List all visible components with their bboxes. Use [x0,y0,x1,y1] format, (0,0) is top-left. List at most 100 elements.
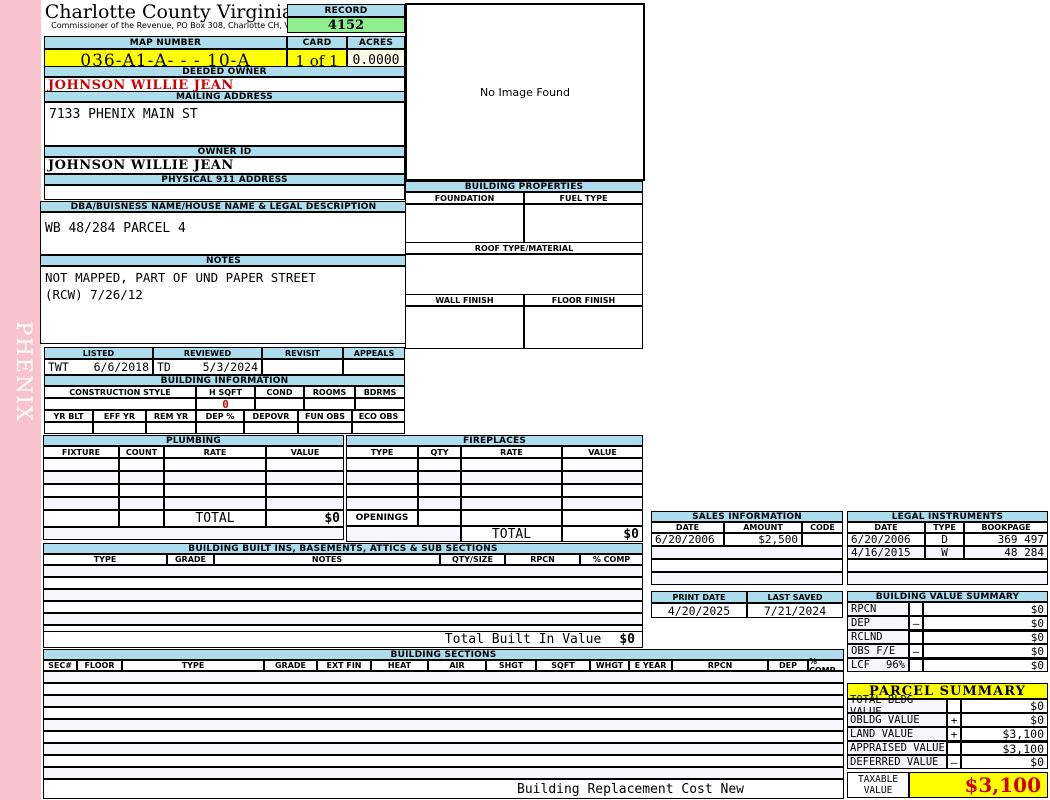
parcel-row-label: APPRAISED VALUE [847,741,947,755]
table-row [43,743,844,755]
bvs-row-sign: – [909,644,923,658]
legal-col-bookpage: BOOKPAGE [964,522,1048,533]
taxable-value: $3,100 [909,772,1048,798]
built-ins-col-qtysize: QTY/SIZE [440,554,505,565]
table-row [461,458,562,471]
notes-label: NOTES [40,255,407,266]
parcel-row-sign: + [947,713,961,727]
table-row: 6/20/2006 [651,533,724,546]
table-row [43,458,119,471]
owner-id-value: JOHNSON WILLIE JEAN [44,157,405,174]
parcel-row-value: $0 [961,699,1048,713]
table-row [562,458,643,471]
bvs-row-value: $0 [923,644,1048,658]
table-row [43,613,643,625]
owner-id-label: OWNER ID [44,146,405,157]
table-row [418,458,461,471]
taxable-label-line1: TAXABLE [857,774,899,785]
bsec-col-whgt: WHGT [590,660,629,671]
table-row [562,471,643,484]
depovr-value [244,422,298,434]
legal-description-value: WB 48/284 PARCEL 4 [40,212,407,255]
foundation-value [405,204,524,247]
built-ins-total-row: Total Built In Value $0 [43,631,643,648]
deeded-owner-label: DEEDED OWNER [44,66,405,77]
floor-finish-label: FLOOR FINISH [524,294,643,306]
parcel-row-sign [947,699,961,713]
openings-value [418,510,461,526]
table-row [164,484,266,497]
bvs-row-value: $0 [923,602,1048,616]
sales-col-amount: AMOUNT [724,522,802,533]
taxable-value-label: TAXABLE VALUE [847,772,909,798]
last-saved-label: LAST SAVED [747,591,843,603]
built-ins-col-notes: NOTES [214,554,440,565]
card-label: CARD [287,36,347,49]
reviewed-label: REVIEWED [153,347,262,359]
bsec-col-shgt: SHGT [486,660,536,671]
built-ins-title: BUILDING BUILT INS, BASEMENTS, ATTICS & … [43,543,643,554]
legal-description-label: DBA/BUISNESS NAME/HOUSE NAME & LEGAL DES… [40,201,407,212]
sales-col-code: CODE [802,522,843,533]
table-row [43,471,119,484]
map-number-label: MAP NUMBER [44,36,287,49]
eco-obs-value [352,422,405,434]
parcel-row-label: OBLDG VALUE [847,713,947,727]
plumbing-total-spacer1 [43,510,119,527]
bvs-row-label: DEP [847,616,909,630]
rem-yr-value [146,422,196,434]
table-row [266,471,344,484]
table-row [651,572,843,585]
bvs-label-text: LCF [851,659,870,671]
table-row: 6/20/2006 [847,533,925,546]
table-row [43,589,643,601]
bsec-col-sqft: SQFT [536,660,590,671]
table-row [346,484,418,497]
building-sections-title: BUILDING SECTIONS [43,649,844,660]
built-ins-col-pctcomp: % COMP [580,554,643,565]
print-date-value: 4/20/2025 [651,603,747,618]
parcel-row-value: $0 [961,755,1048,769]
table-row [164,497,266,510]
bvs-row-sign [909,602,923,616]
building-sections-footer-row: Building Replacement Cost New [43,779,844,799]
plumbing-total-spacer2 [119,510,164,527]
fireplaces-col-value: VALUE [562,446,643,458]
built-ins-col-grade: GRADE [167,554,214,565]
bvs-label-text: RCLND [851,631,883,643]
yr-blt-label: YR BLT [44,410,93,422]
table-row [266,497,344,510]
plumbing-col-count: COUNT [119,446,164,458]
bvs-label-text: OBS F/E [851,645,896,657]
bvs-row-label: OBS F/E [847,644,909,658]
parcel-row-value: $3,100 [961,727,1048,741]
bvs-label-text: RPCN [851,603,877,615]
construction-style-label: CONSTRUCTION STYLE [44,386,196,398]
fuel-type-label: FUEL TYPE [524,192,643,204]
bvs-row-label: RCLND [847,630,909,644]
table-row [43,731,844,743]
page-title: Charlotte County Virginia [44,1,294,23]
fireplaces-total-label: TOTAL [461,526,562,542]
bsec-col-extfin: EXT FIN [317,660,371,671]
table-row [346,471,418,484]
appeals-value [343,359,405,375]
table-row [651,546,843,559]
building-information-title: BUILDING INFORMATION [44,375,405,386]
physical-address-value [44,185,405,200]
bdrms-label: BDRMS [355,386,405,398]
fuel-type-value [524,204,643,247]
bvs-row-label: RPCN [847,602,909,616]
table-row [43,683,844,695]
fun-obs-value [298,422,352,434]
table-row [43,707,844,719]
table-row [346,458,418,471]
parcel-row-label: DEFERRED VALUE [847,755,947,769]
fireplaces-col-type: TYPE [346,446,418,458]
table-row [562,497,643,510]
depovr-label: DEPOVR [244,410,298,422]
table-row [802,533,843,546]
table-row [461,471,562,484]
parcel-row-label: TOTAL BLDG VALUE [847,694,947,718]
table-row [43,671,844,683]
